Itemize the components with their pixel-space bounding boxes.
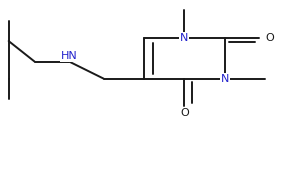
Text: HN: HN (61, 51, 77, 61)
Text: O: O (265, 33, 274, 43)
Text: N: N (180, 33, 189, 43)
Text: O: O (180, 108, 189, 118)
Text: N: N (220, 74, 229, 84)
